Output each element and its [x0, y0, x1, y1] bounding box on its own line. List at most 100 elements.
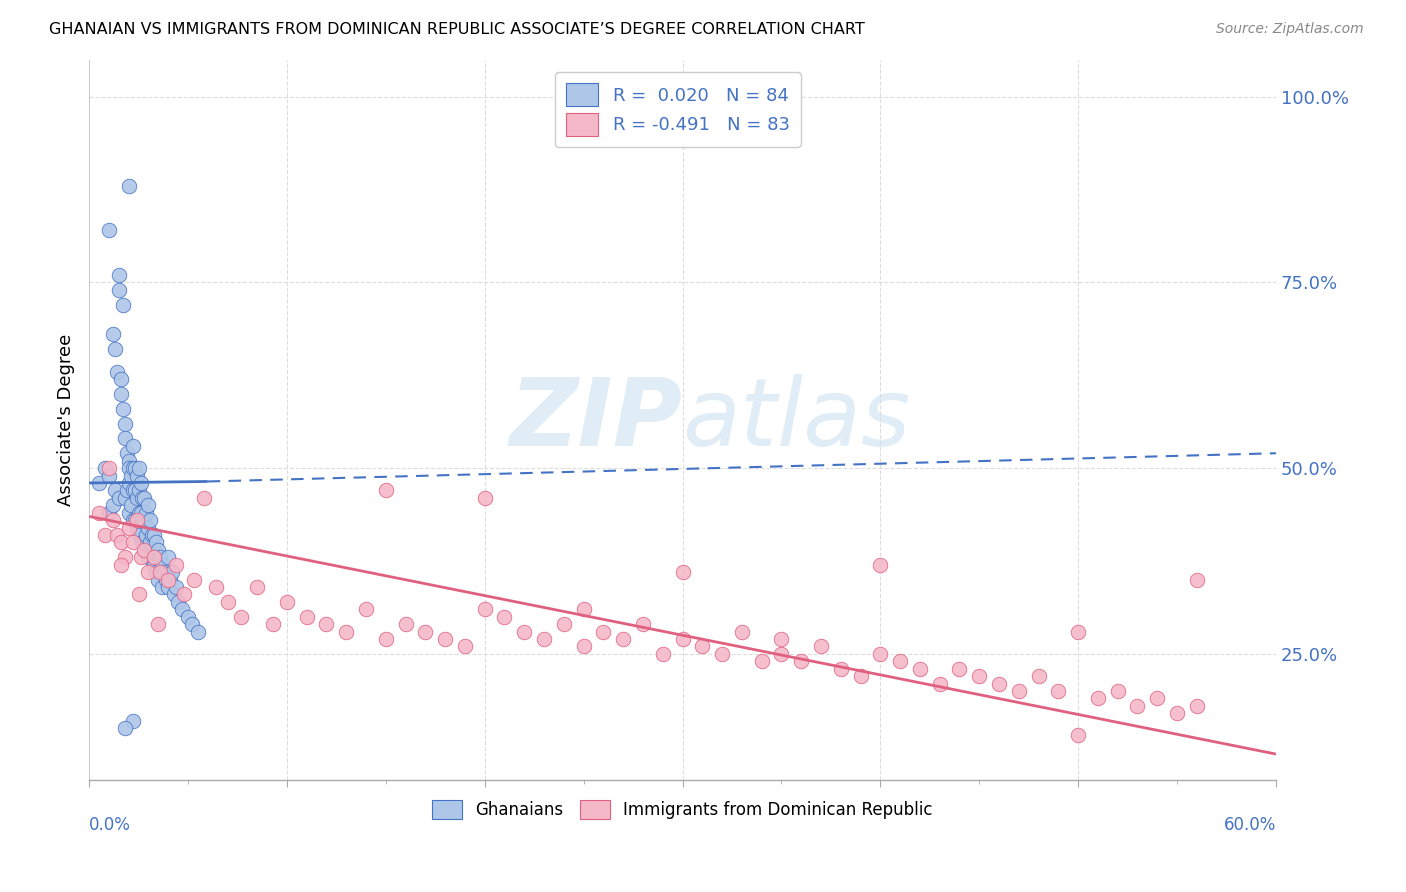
Text: GHANAIAN VS IMMIGRANTS FROM DOMINICAN REPUBLIC ASSOCIATE’S DEGREE CORRELATION CH: GHANAIAN VS IMMIGRANTS FROM DOMINICAN RE…	[49, 22, 865, 37]
Point	[110, 387, 132, 401]
Point	[1107, 684, 1129, 698]
Point	[193, 491, 215, 505]
Point	[117, 475, 139, 490]
Text: 60.0%: 60.0%	[1223, 816, 1277, 834]
Point	[177, 609, 200, 624]
Point	[849, 669, 872, 683]
Point	[148, 617, 170, 632]
Point	[513, 624, 536, 639]
Point	[145, 535, 167, 549]
Point	[869, 558, 891, 572]
Point	[553, 617, 575, 632]
Point	[87, 506, 110, 520]
Point	[157, 550, 180, 565]
Point	[143, 550, 166, 565]
Point	[114, 550, 136, 565]
Point	[139, 535, 162, 549]
Point	[494, 609, 516, 624]
Point	[143, 558, 166, 572]
Text: ZIP: ZIP	[509, 374, 682, 466]
Point	[134, 513, 156, 527]
Point	[1146, 691, 1168, 706]
Point	[394, 617, 416, 632]
Point	[131, 491, 153, 505]
Point	[1126, 698, 1149, 713]
Point	[1166, 706, 1188, 721]
Point	[572, 602, 595, 616]
Point	[138, 550, 160, 565]
Point	[107, 283, 129, 297]
Point	[121, 714, 143, 728]
Point	[474, 491, 496, 505]
Point	[167, 595, 190, 609]
Point	[129, 506, 152, 520]
Point	[125, 513, 148, 527]
Point	[128, 483, 150, 498]
Point	[141, 550, 163, 565]
Point	[454, 640, 477, 654]
Point	[148, 542, 170, 557]
Point	[572, 640, 595, 654]
Point	[231, 609, 253, 624]
Point	[141, 528, 163, 542]
Point	[1067, 624, 1090, 639]
Point	[315, 617, 337, 632]
Point	[149, 550, 172, 565]
Point	[135, 528, 157, 542]
Point	[115, 446, 138, 460]
Point	[770, 632, 793, 646]
Point	[120, 498, 142, 512]
Point	[183, 573, 205, 587]
Point	[138, 565, 160, 579]
Point	[908, 662, 931, 676]
Point	[105, 365, 128, 379]
Point	[830, 662, 852, 676]
Point	[110, 558, 132, 572]
Point	[335, 624, 357, 639]
Point	[114, 417, 136, 431]
Point	[592, 624, 614, 639]
Point	[145, 565, 167, 579]
Point	[415, 624, 437, 639]
Point	[434, 632, 457, 646]
Point	[97, 506, 120, 520]
Point	[988, 676, 1011, 690]
Point	[262, 617, 284, 632]
Point	[94, 528, 117, 542]
Text: Source: ZipAtlas.com: Source: ZipAtlas.com	[1216, 22, 1364, 37]
Text: atlas: atlas	[682, 375, 911, 466]
Point	[124, 483, 146, 498]
Point	[295, 609, 318, 624]
Point	[121, 461, 143, 475]
Point	[114, 431, 136, 445]
Point	[138, 520, 160, 534]
Point	[150, 580, 173, 594]
Point	[163, 587, 186, 601]
Point	[157, 573, 180, 587]
Point	[165, 558, 187, 572]
Point	[1067, 729, 1090, 743]
Point	[150, 558, 173, 572]
Point	[121, 513, 143, 527]
Point	[111, 401, 134, 416]
Point	[94, 461, 117, 475]
Point	[217, 595, 239, 609]
Point	[671, 632, 693, 646]
Point	[128, 528, 150, 542]
Point	[1008, 684, 1031, 698]
Point	[631, 617, 654, 632]
Point	[690, 640, 713, 654]
Point	[121, 439, 143, 453]
Point	[117, 178, 139, 193]
Point	[111, 298, 134, 312]
Point	[110, 372, 132, 386]
Point	[187, 624, 209, 639]
Point	[117, 506, 139, 520]
Point	[1185, 573, 1208, 587]
Point	[928, 676, 950, 690]
Point	[134, 491, 156, 505]
Point	[155, 573, 177, 587]
Point	[97, 461, 120, 475]
Point	[129, 550, 152, 565]
Point	[138, 498, 160, 512]
